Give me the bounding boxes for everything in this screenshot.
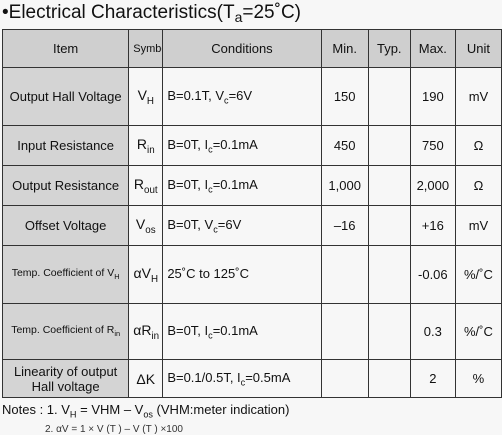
symbol-cell: Vos — [128, 205, 164, 246]
table-row: Input Resistance Rin B=0T, Ic=0.1mA 450 … — [1, 125, 502, 166]
notes-line-1: Notes : 1. VH = VHM – Vos (VHM:meter ind… — [2, 402, 290, 420]
item-cell: Input Resistance — [1, 125, 130, 166]
max-cell: +16 — [409, 205, 456, 246]
min-cell: 450 — [320, 125, 369, 166]
conditions-cell: B=0T, Ic=0.1mA — [162, 303, 322, 360]
unit-cell: Ω — [454, 125, 502, 166]
electrical-characteristics-table: Item Symbol Conditions Min. Typ. Max. Un… — [1, 29, 502, 398]
min-cell — [320, 245, 369, 304]
item-cell: Output Hall Voltage — [1, 67, 130, 126]
symbol-cell: αVH — [128, 245, 164, 304]
table-row: Offset Voltage Vos B=0T, Vc=6V –16 +16 m… — [1, 205, 502, 246]
typ-cell — [367, 67, 411, 126]
min-cell: –16 — [320, 205, 369, 246]
max-cell: 0.3 — [409, 303, 456, 360]
header-max: Max. — [409, 29, 456, 68]
max-cell: 2,000 — [409, 165, 456, 206]
conditions-cell: B=0.1T, Vc=6V — [162, 67, 322, 126]
item-cell: Temp. Coefficient of VH — [1, 245, 130, 304]
min-cell — [320, 359, 369, 398]
item-cell: Linearity of output Hall voltage — [1, 359, 130, 398]
header-conditions: Conditions — [162, 29, 322, 68]
unit-cell: mV — [454, 205, 502, 246]
notes-line-2: 2. αV = 1 × V (T ) – V (T ) ×100 — [45, 424, 183, 435]
typ-cell — [367, 125, 411, 166]
symbol-cell: ΔK — [128, 359, 164, 398]
symbol-cell: Rout — [128, 165, 164, 206]
header-typ: Typ. — [367, 29, 411, 68]
unit-cell: % — [454, 359, 502, 398]
typ-cell — [367, 205, 411, 246]
conditions-cell: B=0.1/0.5T, Ic=0.5mA — [162, 359, 322, 398]
conditions-cell: B=0T, Vc=6V — [162, 205, 322, 246]
min-cell: 1,000 — [320, 165, 369, 206]
table-row: Linearity of output Hall voltage ΔK B=0.1… — [1, 359, 502, 398]
typ-cell — [367, 165, 411, 206]
item-cell: Output Resistance — [1, 165, 130, 206]
conditions-cell: 25˚C to 125˚C — [162, 245, 322, 304]
symbol-cell: Rin — [128, 125, 164, 166]
table-row: Output Resistance Rout B=0T, Ic=0.1mA 1,… — [1, 165, 502, 206]
item-cell: Temp. Coefficient of Rin — [1, 303, 130, 360]
max-cell: 750 — [409, 125, 456, 166]
symbol-cell: αRin — [128, 303, 164, 360]
unit-cell: %/˚C — [454, 245, 502, 304]
conditions-cell: B=0T, Ic=0.1mA — [162, 165, 322, 206]
conditions-cell: B=0T, Ic=0.1mA — [162, 125, 322, 166]
header-symbol: Symbol — [128, 29, 164, 68]
typ-cell — [367, 359, 411, 398]
min-cell: 150 — [320, 67, 369, 126]
section-title: •Electrical Characteristics(Ta=25˚C) — [2, 2, 301, 25]
table-row: Output Hall Voltage VH B=0.1T, Vc=6V 150… — [1, 67, 502, 126]
unit-cell: Ω — [454, 165, 502, 206]
symbol-cell: VH — [128, 67, 164, 126]
header-min: Min. — [320, 29, 369, 68]
header-row: Item Symbol Conditions Min. Typ. Max. Un… — [1, 29, 502, 68]
item-cell: Offset Voltage — [1, 205, 130, 246]
unit-cell: %/˚C — [454, 303, 502, 360]
table-row: Temp. Coefficient of VH αVH 25˚C to 125˚… — [1, 245, 502, 304]
max-cell: -0.06 — [409, 245, 456, 304]
unit-cell: mV — [454, 67, 502, 126]
min-cell — [320, 303, 369, 360]
typ-cell — [367, 245, 411, 304]
max-cell: 2 — [409, 359, 456, 398]
header-unit: Unit — [454, 29, 502, 68]
max-cell: 190 — [409, 67, 456, 126]
header-item: Item — [1, 29, 130, 68]
typ-cell — [367, 303, 411, 360]
table-row: Temp. Coefficient of Rin αRin B=0T, Ic=0… — [1, 303, 502, 360]
